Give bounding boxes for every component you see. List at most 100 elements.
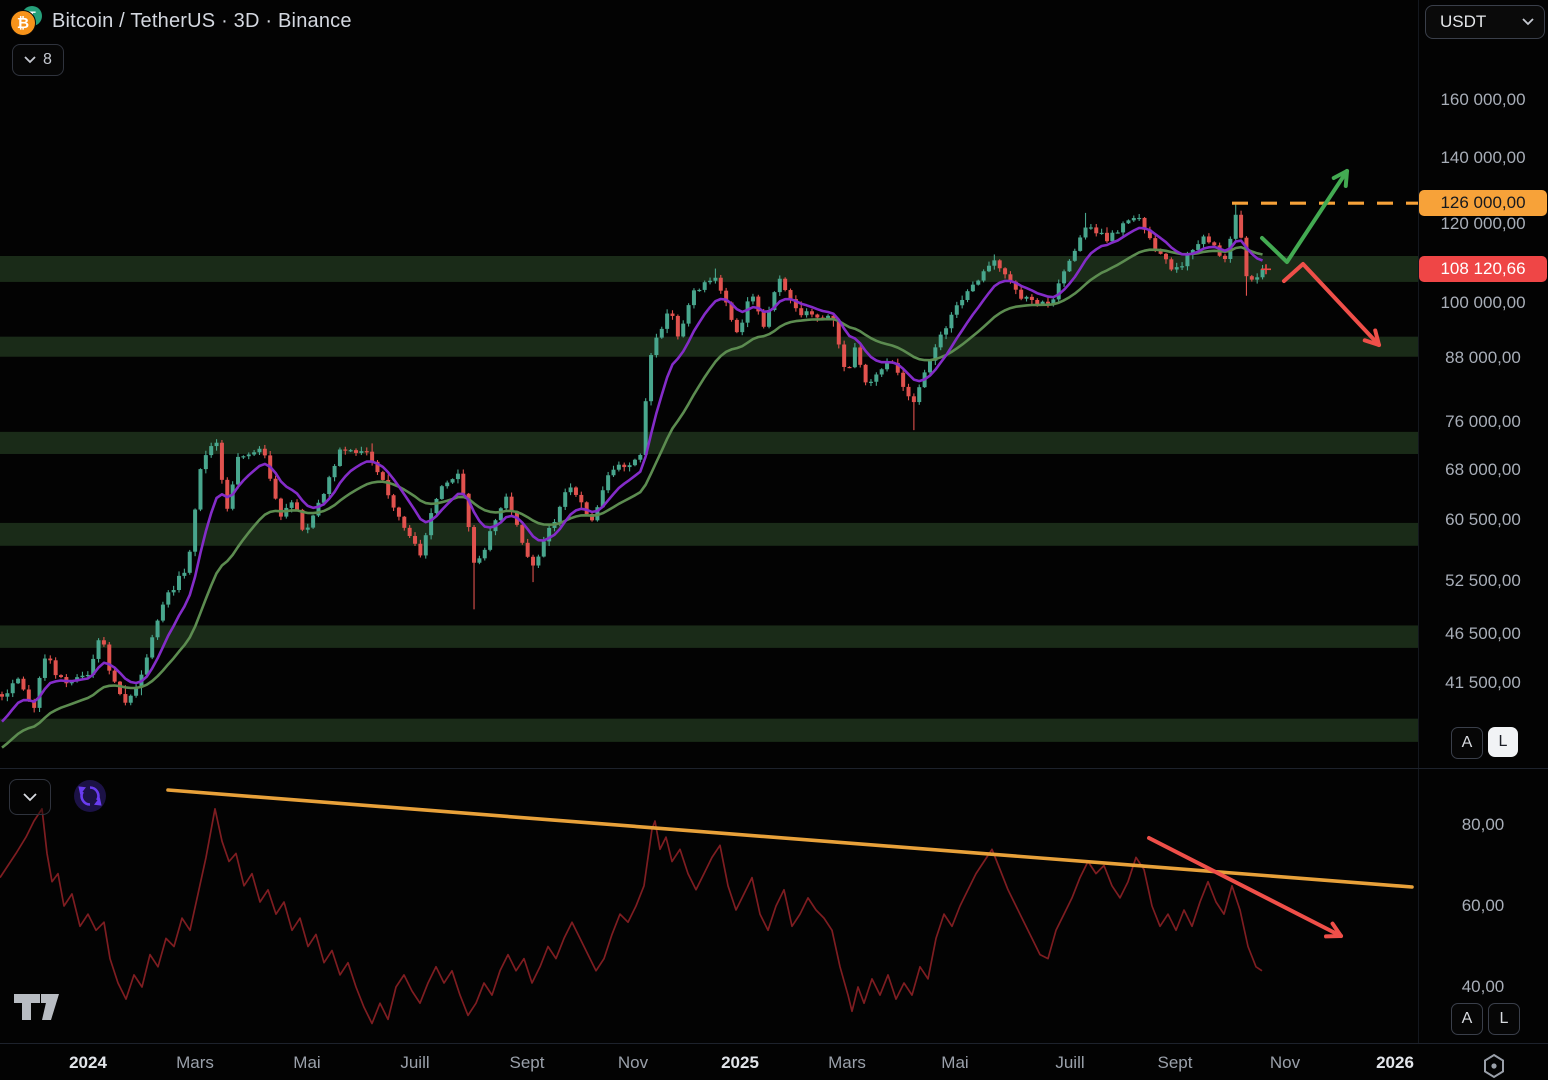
rsi-trendline[interactable] <box>166 788 1414 889</box>
candle-body <box>702 282 707 290</box>
candle-body <box>885 362 890 370</box>
candle-body <box>1126 220 1131 224</box>
candle-body <box>772 292 777 311</box>
candle-body <box>600 490 605 508</box>
candle-body <box>289 502 294 508</box>
candle-body <box>407 527 412 536</box>
candle-body <box>563 492 568 507</box>
log-scale-button-rsi[interactable]: L <box>1488 1003 1520 1035</box>
candle-body <box>547 527 552 542</box>
candle-body <box>396 507 401 517</box>
candle-body <box>611 469 616 476</box>
arrowhead <box>1373 328 1381 347</box>
candle-body <box>1163 253 1168 260</box>
supply-demand-zone[interactable] <box>0 336 1418 357</box>
candle-body <box>37 677 42 708</box>
price-chart-canvas[interactable] <box>0 0 1548 768</box>
candle-body <box>16 678 21 684</box>
candle-body <box>590 513 595 521</box>
tradingview-logo[interactable] <box>14 992 60 1022</box>
indicator-collapse-button[interactable] <box>9 779 51 815</box>
candle-body <box>858 347 863 365</box>
refresh-indicator-icon[interactable] <box>74 780 106 812</box>
candle-body <box>375 461 380 473</box>
supply-demand-zone[interactable] <box>0 718 1418 742</box>
candle-body <box>219 442 224 480</box>
candle-body <box>166 592 171 605</box>
circular-arrows-icon <box>78 786 102 806</box>
candle-body <box>665 313 670 329</box>
candle-body <box>868 381 873 383</box>
candle-body <box>1029 296 1034 300</box>
rsi-chart-canvas[interactable] <box>0 770 1548 1042</box>
annotation-arrow[interactable] <box>1282 262 1381 347</box>
arrowhead <box>1362 338 1381 347</box>
candle-body <box>1062 271 1067 284</box>
candle-body <box>273 478 278 499</box>
supply-demand-zone[interactable] <box>0 431 1418 454</box>
candle-body <box>402 516 407 528</box>
candle-body <box>949 314 954 329</box>
candle-body <box>531 556 536 566</box>
log-scale-button-main[interactable]: L <box>1488 727 1518 757</box>
candle-body <box>134 686 139 696</box>
price-axis-label: 52 500,00 <box>1445 571 1521 591</box>
pane-divider[interactable] <box>0 768 1548 769</box>
candle-body <box>1088 227 1093 229</box>
candle-body <box>1233 214 1238 239</box>
supply-demand-zone[interactable] <box>0 625 1418 648</box>
currency-dropdown[interactable]: USDT <box>1425 5 1545 39</box>
time-axis-label: Sept <box>1157 1053 1193 1072</box>
price-axis-divider <box>1418 0 1419 1043</box>
candle-body <box>1147 229 1152 239</box>
rsi-axis-label: 40,00 <box>1461 977 1505 996</box>
rsi-axis-label: 60,00 <box>1461 896 1505 915</box>
bitcoin-icon: ₿ <box>10 10 36 36</box>
candle-body <box>815 314 820 318</box>
candle-body <box>960 299 965 306</box>
candle-body <box>938 334 943 348</box>
candle-body <box>262 448 267 456</box>
candle-body <box>1212 242 1217 246</box>
candle-body <box>434 498 439 514</box>
candle-body <box>91 658 96 675</box>
candle-body <box>713 277 718 281</box>
candle-body <box>1019 289 1024 299</box>
candle-body <box>1078 237 1083 251</box>
candle-body <box>472 527 477 563</box>
annotation-arrow[interactable] <box>1147 836 1343 938</box>
time-axis-label: 2025 <box>721 1053 759 1072</box>
candle-body <box>1249 276 1254 280</box>
candle-body <box>724 290 729 303</box>
candle-body <box>150 637 155 658</box>
timezone-settings-icon[interactable] <box>1480 1052 1508 1080</box>
candle-body <box>981 271 986 281</box>
candle-body <box>101 640 106 645</box>
annotation-arrow[interactable] <box>1260 169 1349 264</box>
candle-body <box>917 387 922 403</box>
candle-body <box>107 644 112 671</box>
candle-body <box>944 328 949 335</box>
candle-body <box>691 290 696 306</box>
supply-demand-zone[interactable] <box>0 255 1418 282</box>
candle-body <box>10 683 15 694</box>
legend-collapse-button[interactable]: 8 <box>12 44 64 76</box>
candle-body <box>230 484 235 509</box>
candle-body <box>5 693 10 697</box>
candle-body <box>96 640 101 659</box>
time-axis-label: Mars <box>828 1053 866 1072</box>
candle-body <box>311 515 316 528</box>
supply-demand-zone[interactable] <box>0 522 1418 546</box>
candle-body <box>659 328 664 338</box>
auto-scale-button-rsi[interactable]: A <box>1451 1003 1483 1035</box>
candle-body <box>252 452 257 455</box>
candle-body <box>1180 266 1185 268</box>
candle-body <box>241 456 246 458</box>
candle-body <box>745 301 750 323</box>
price-axis-label: 160 000,00 <box>1440 90 1526 109</box>
candle-body <box>246 454 251 457</box>
candle-body <box>970 284 975 292</box>
auto-scale-button-main[interactable]: A <box>1451 727 1483 759</box>
candle-body <box>826 315 831 319</box>
